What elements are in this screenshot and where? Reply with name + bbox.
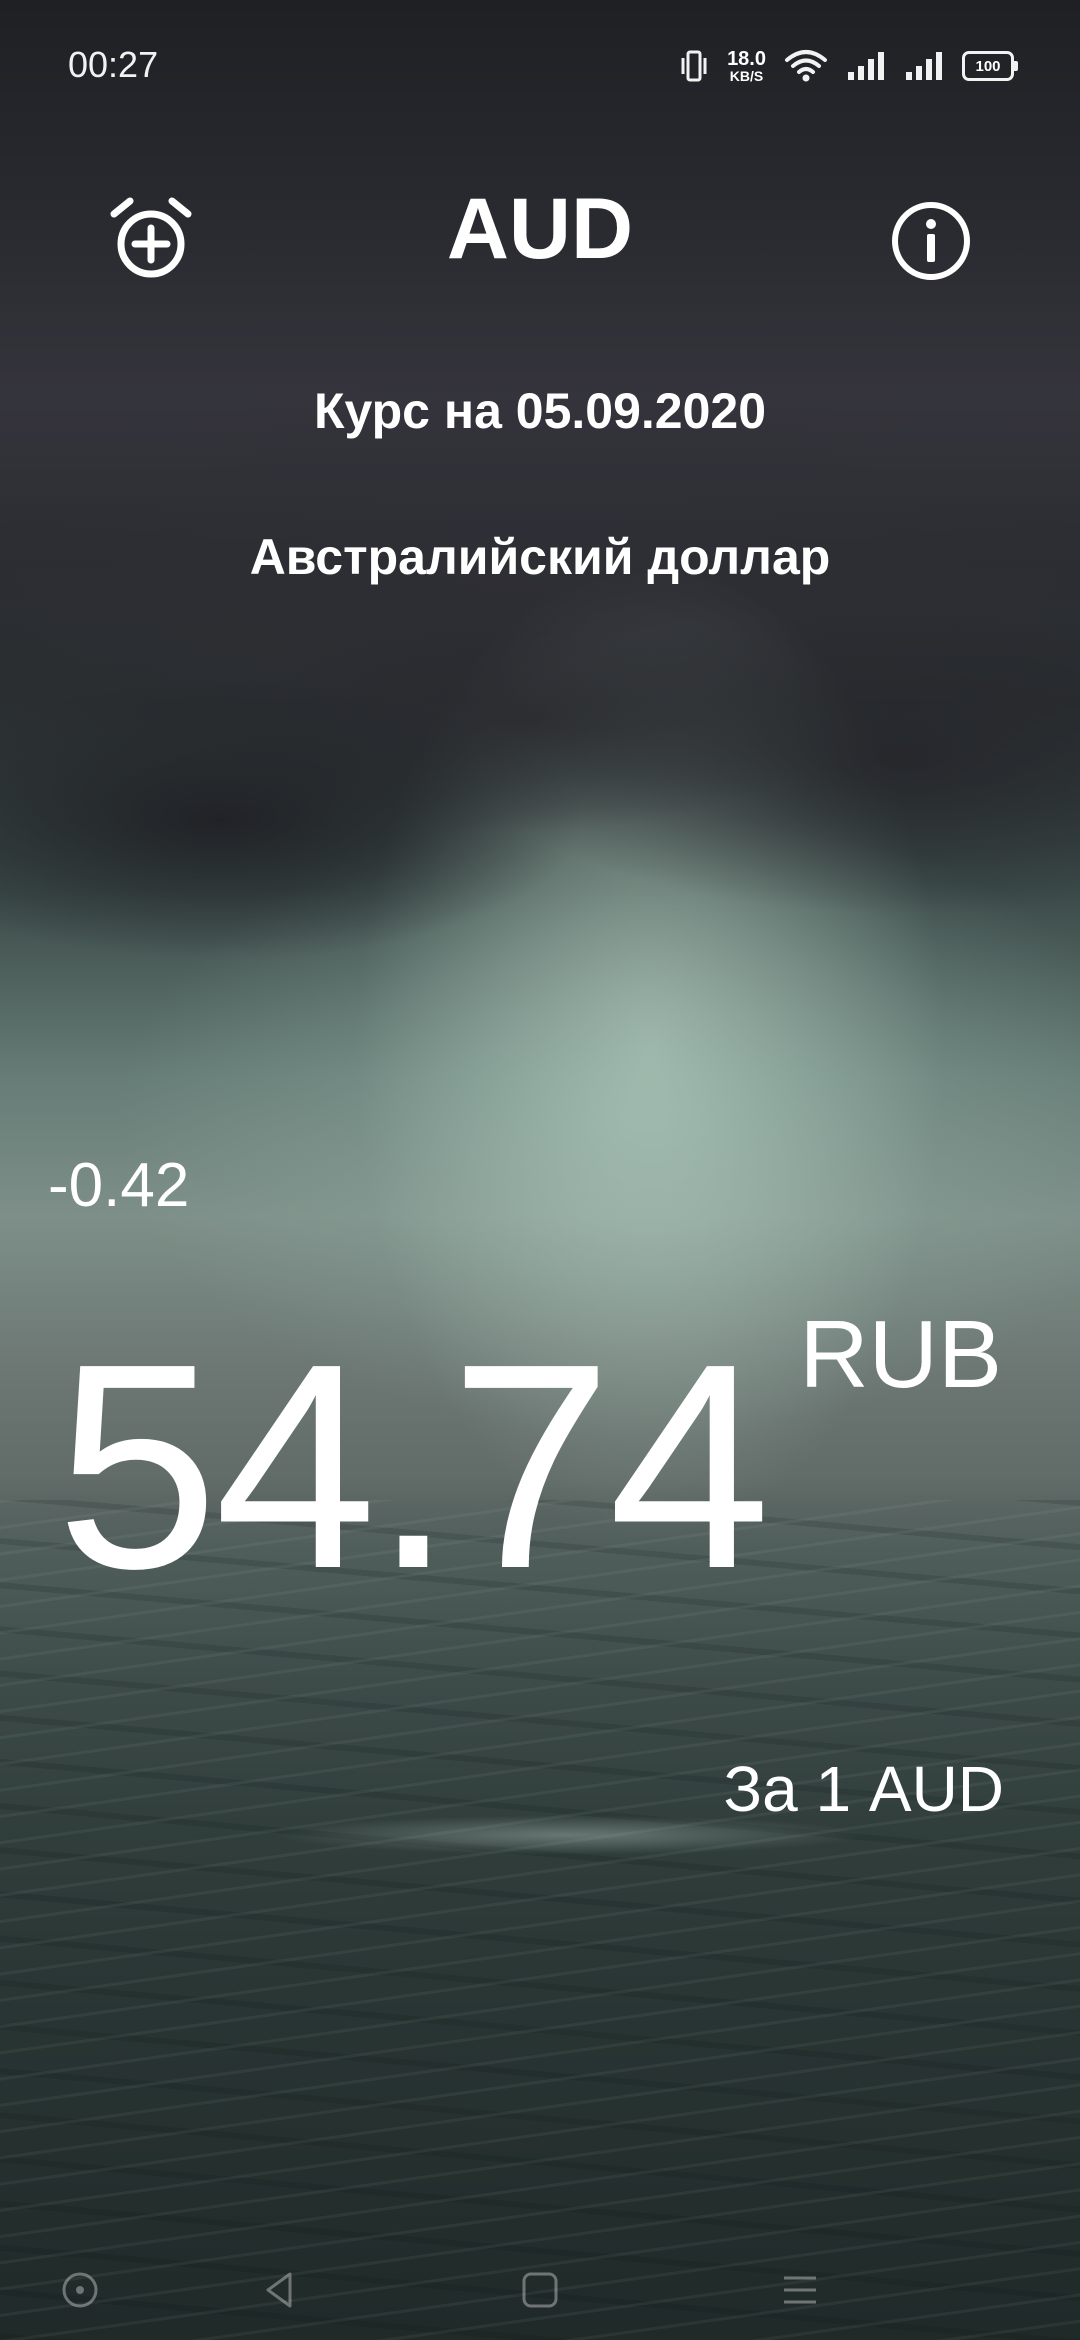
sea (0, 1480, 1080, 2340)
home-icon[interactable] (58, 2268, 102, 2312)
vibrate-icon (681, 50, 707, 82)
info-icon[interactable] (890, 200, 972, 282)
wave-foam (120, 1800, 1020, 1870)
back-icon[interactable] (258, 2268, 302, 2312)
wifi-icon (785, 50, 827, 82)
battery-icon: 100 (962, 51, 1018, 81)
network-speed-value: 18.0 (727, 48, 766, 70)
signal-icon-sim1 (848, 52, 884, 80)
signal-icon-sim2 (906, 52, 942, 80)
per-unit-label: За 1 AUD (723, 1753, 1004, 1825)
target-currency: RUB (799, 1301, 1002, 1408)
network-speed: 18.0 KB/S (727, 49, 766, 83)
waves (0, 1500, 1080, 2340)
recents-icon[interactable] (518, 2268, 562, 2312)
network-speed-unit: KB/S (729, 68, 764, 84)
currency-code-title: AUD (446, 181, 634, 277)
storm-clouds (0, 0, 1080, 1100)
rate-change: -0.42 (48, 1151, 190, 1220)
menu-icon[interactable] (778, 2268, 822, 2312)
alarm-add-icon[interactable] (110, 196, 192, 282)
currency-name: Австралийский доллар (249, 529, 831, 585)
status-time: 00:27 (68, 44, 159, 85)
rate-date: Курс на 05.09.2020 (313, 383, 767, 439)
navigation-bar (0, 2240, 1080, 2340)
battery-level: 100 (975, 57, 1001, 75)
exchange-rate-value: 54.74 (56, 1303, 771, 1629)
status-icons: 18.0 KB/S 100 (679, 44, 1018, 88)
status-bar: 00:27 18.0 KB/S (0, 0, 1080, 130)
